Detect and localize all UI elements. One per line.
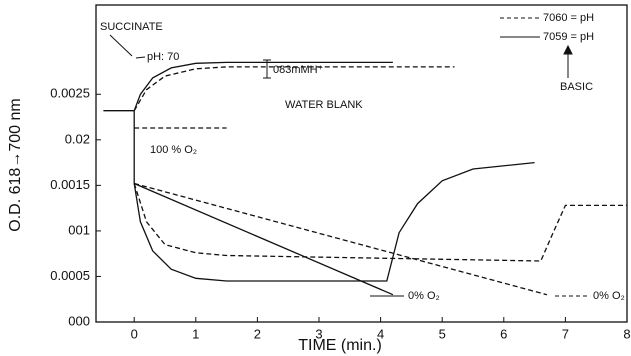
y-tick-label: 0.02 [65, 131, 90, 146]
x-tick-label: 3 [315, 326, 322, 341]
annotation: 0% O₂ [593, 290, 625, 302]
x-tick-label: 5 [439, 326, 446, 341]
annotation: pH: 70 [147, 51, 179, 63]
annotation: 0% O₂ [408, 290, 440, 302]
x-tick-label: 6 [500, 326, 507, 341]
annotation: WATER BLANK [285, 99, 363, 111]
line-series [133, 66, 455, 112]
y-tick-label: 0.0005 [50, 268, 90, 283]
x-tick-label: 4 [377, 326, 384, 341]
line-series [134, 182, 548, 296]
annotation: 100 % O₂ [150, 144, 197, 156]
y-axis-title: O.D. 618→700 nm [7, 98, 24, 231]
x-tick-label: 0 [131, 326, 138, 341]
line-series [133, 110, 535, 282]
arrow-head [563, 44, 573, 55]
plot-frame [95, 4, 628, 323]
annotation: SUCCINATE [100, 21, 163, 33]
y-tick-label: 001 [68, 222, 90, 237]
x-tick-label: 2 [254, 326, 261, 341]
line-series [133, 183, 627, 262]
y-tick-label: 0.0025 [50, 86, 90, 101]
line-series [133, 182, 394, 296]
x-tick-label: 7 [562, 326, 569, 341]
annotation-arrows [109, 17, 589, 297]
x-axis-title: TIME (min.) [298, 337, 382, 354]
arrow [109, 34, 133, 57]
annotation: 083mMH⁺ [273, 64, 324, 76]
annotation: BASIC [560, 81, 593, 93]
arrow [135, 56, 146, 59]
annotation: 7059 = pH [543, 31, 594, 43]
y-tick-label: 0.0015 [50, 177, 90, 192]
annotation: 7060 = pH [543, 12, 594, 24]
line-series [133, 61, 393, 111]
x-tick-label: 1 [192, 326, 199, 341]
x-tick-label: 8 [623, 326, 630, 341]
y-tick-label: 000 [68, 313, 90, 328]
